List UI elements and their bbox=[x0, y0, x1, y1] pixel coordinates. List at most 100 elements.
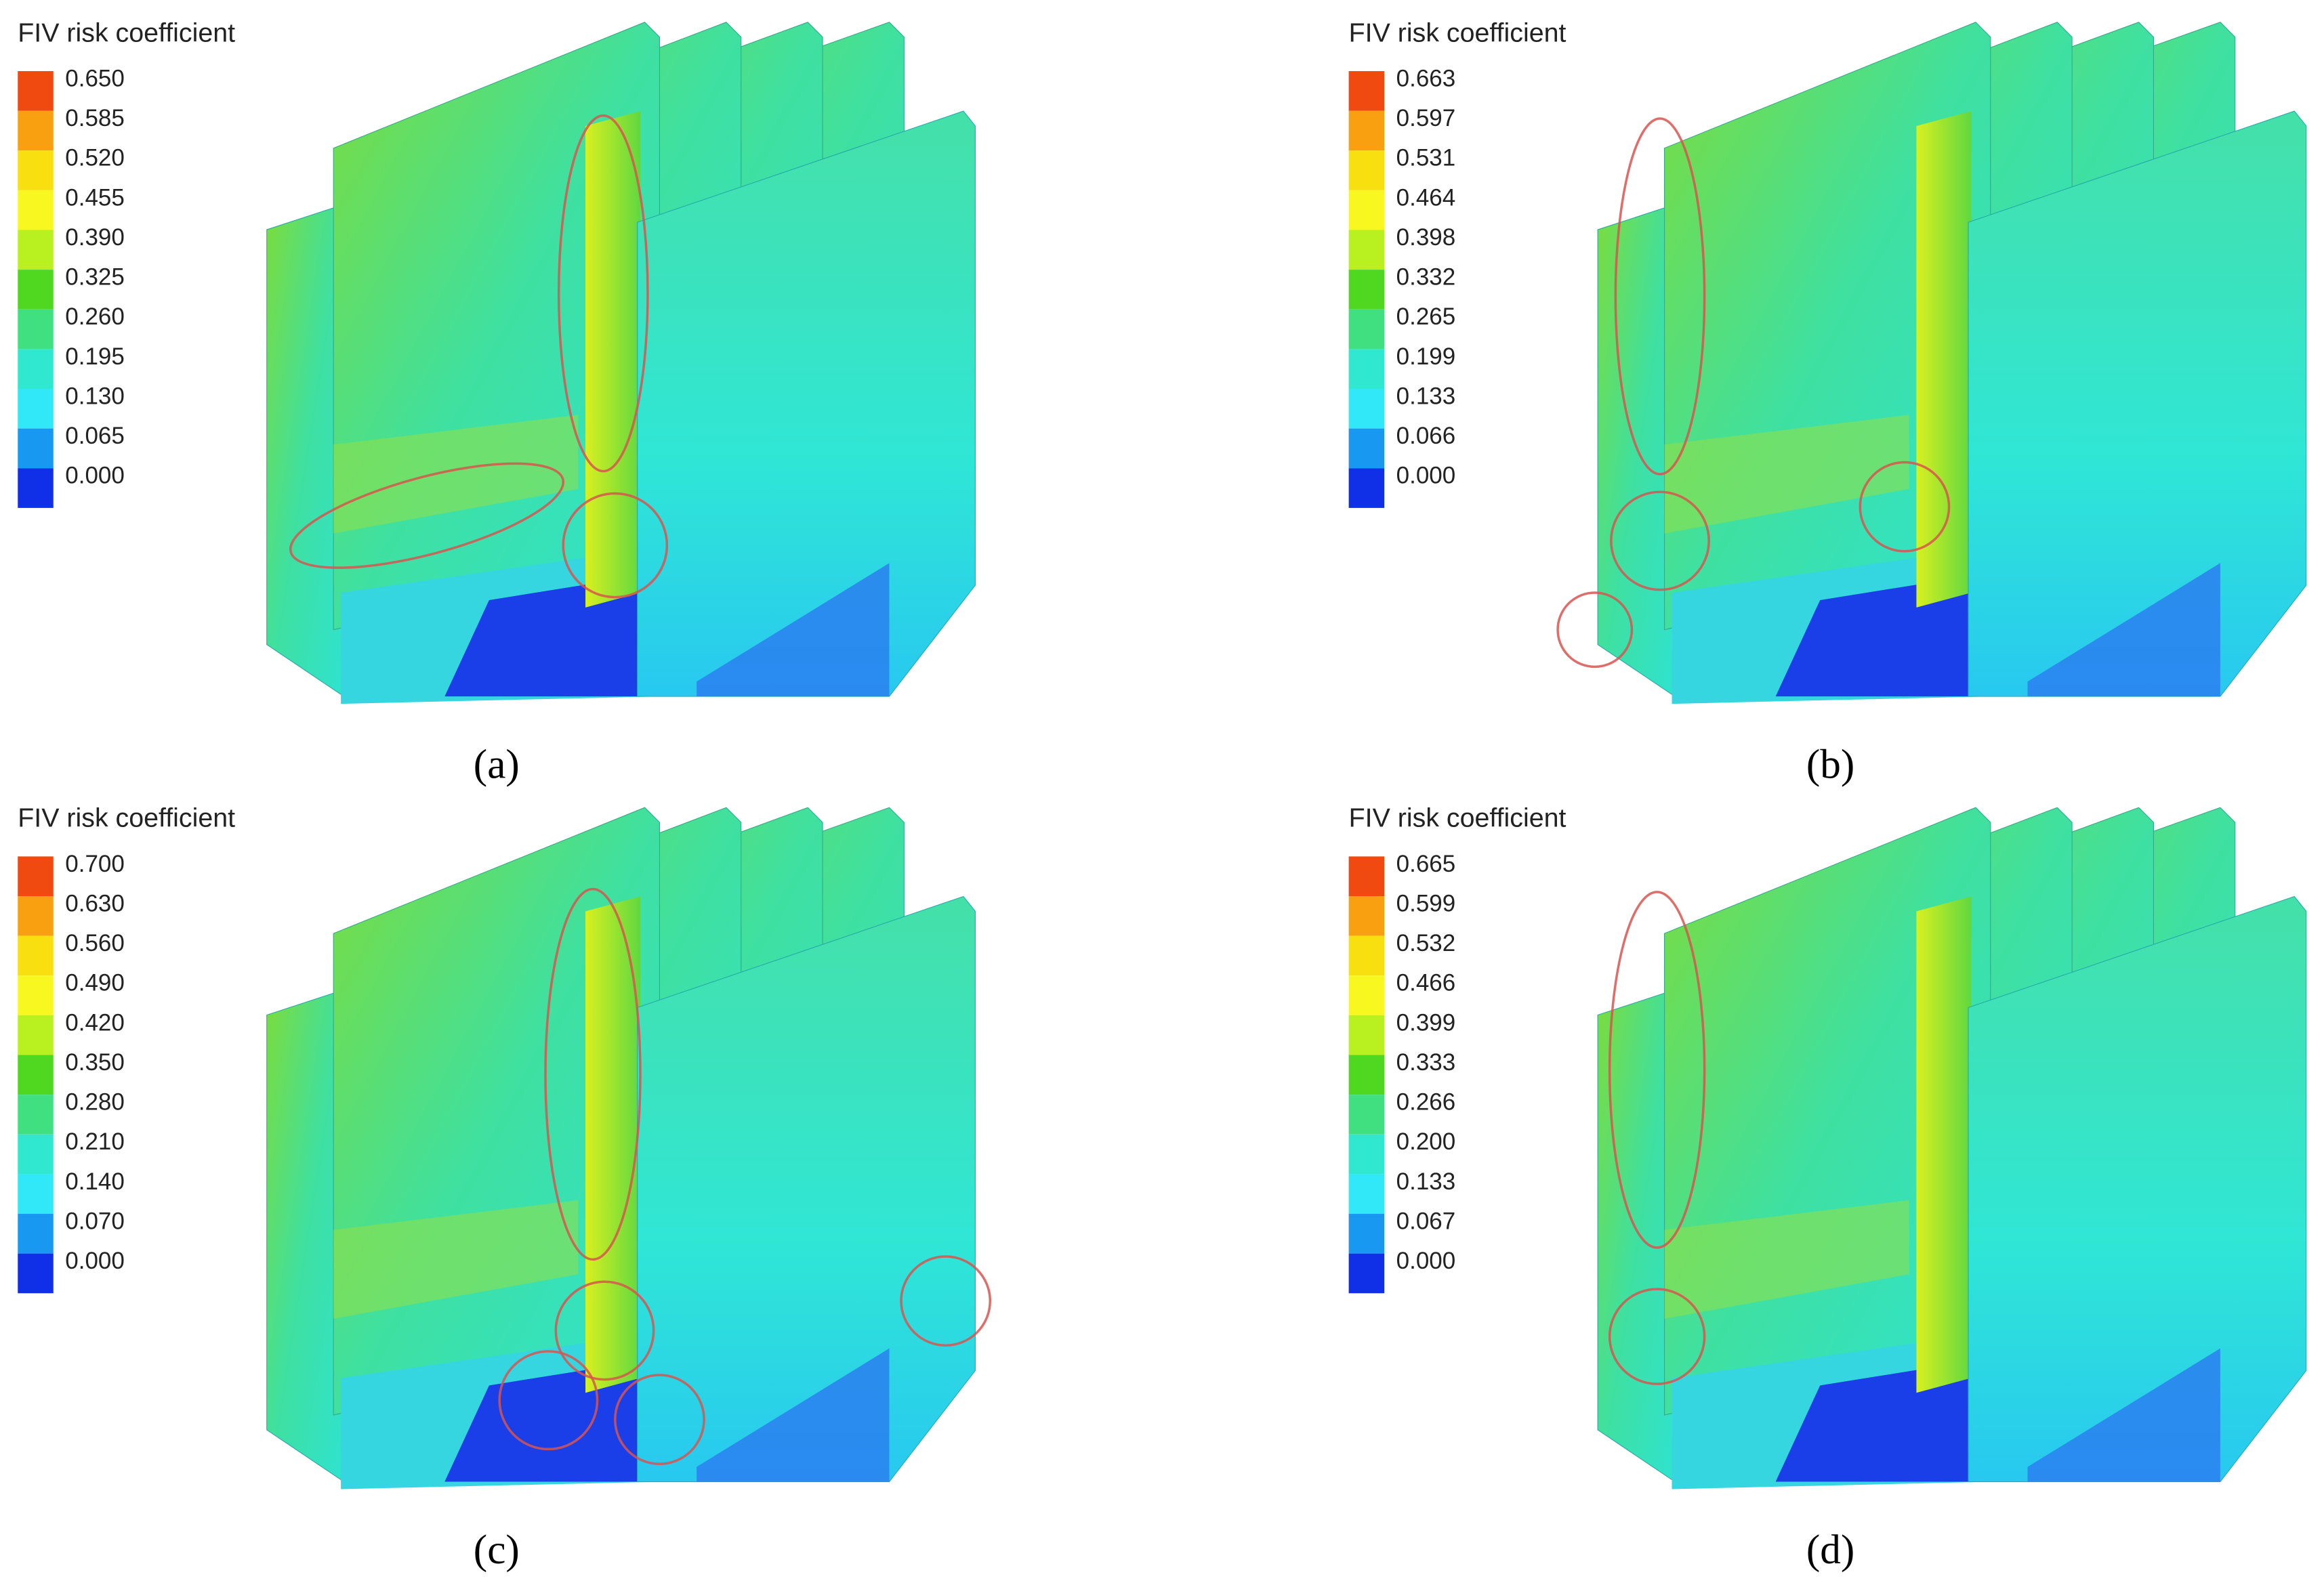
model-render bbox=[266, 21, 976, 705]
legend-swatch bbox=[18, 1214, 54, 1254]
legend-label: 0.531 bbox=[1396, 145, 1456, 171]
legend-label: 0.700 bbox=[65, 851, 125, 877]
legend-label: 0.070 bbox=[65, 1208, 125, 1234]
legend-label: 0.464 bbox=[1396, 184, 1456, 211]
highlight bbox=[289, 462, 565, 569]
legend-swatch bbox=[1348, 150, 1385, 190]
legend-label: 0.630 bbox=[65, 890, 125, 916]
model-render bbox=[1597, 807, 2307, 1490]
panel-d: FIV risk coefficient 0.665 0.599 0.532 0.466… bbox=[1348, 803, 2307, 1573]
legend-swatch bbox=[1348, 856, 1385, 897]
legend-label: 0.210 bbox=[65, 1128, 125, 1155]
legend-swatch bbox=[18, 349, 54, 389]
legend-swatch bbox=[18, 1015, 54, 1055]
panel-c: FIV risk coefficient 0.700 0.630 0.560 0.490… bbox=[18, 803, 991, 1573]
legend-label: 0.490 bbox=[65, 970, 125, 996]
legend-label: 0.000 bbox=[1396, 463, 1456, 489]
legend-swatch bbox=[1348, 468, 1385, 508]
legend-label: 0.520 bbox=[65, 145, 125, 171]
legend-swatch bbox=[18, 270, 54, 310]
legend-swatch bbox=[1348, 230, 1385, 270]
legend-label: 0.133 bbox=[1396, 1168, 1456, 1195]
legend-swatch bbox=[1348, 1015, 1385, 1055]
legend-swatch bbox=[18, 309, 54, 350]
highlight bbox=[614, 1374, 705, 1466]
highlight bbox=[1859, 461, 1951, 553]
highlight bbox=[900, 1255, 991, 1347]
legend-swatch bbox=[18, 190, 54, 230]
highlight bbox=[544, 887, 642, 1261]
legend-swatch bbox=[1348, 1214, 1385, 1254]
legend-swatch bbox=[18, 150, 54, 190]
legend-label: 0.399 bbox=[1396, 1009, 1456, 1036]
legend-swatch bbox=[18, 1055, 54, 1095]
legend-swatch bbox=[18, 1134, 54, 1175]
legend-swatch bbox=[1348, 71, 1385, 111]
legend-title: FIV risk coefficient bbox=[18, 18, 235, 47]
legend-label: 0.200 bbox=[1396, 1128, 1456, 1155]
legend-label: 0.067 bbox=[1396, 1208, 1456, 1234]
legend-swatch bbox=[18, 389, 54, 429]
legend-swatch bbox=[1348, 1253, 1385, 1294]
legend-label: 0.065 bbox=[65, 423, 125, 449]
panel-b: FIV risk coefficient 0.663 0.597 0.531 0.464… bbox=[1348, 18, 2307, 787]
legend-label: 0.650 bbox=[65, 65, 125, 91]
legend-label: 0.140 bbox=[65, 1168, 125, 1195]
legend-label: 0.000 bbox=[65, 463, 125, 489]
legend-swatch bbox=[18, 71, 54, 111]
legend-swatch bbox=[1348, 975, 1385, 1015]
legend-swatch bbox=[18, 428, 54, 469]
panel-a: FIV risk coefficient 0.650 0.585 0.520 0.455… bbox=[18, 18, 976, 787]
legend-swatch bbox=[18, 896, 54, 936]
legend-swatch bbox=[1348, 1095, 1385, 1135]
legend-swatch bbox=[18, 975, 54, 1015]
legend-label: 0.599 bbox=[1396, 890, 1456, 916]
model-render bbox=[266, 807, 976, 1490]
model-render bbox=[1597, 21, 2307, 705]
legend-label: 0.130 bbox=[65, 383, 125, 409]
legend-swatch bbox=[1348, 190, 1385, 230]
legend-label: 0.000 bbox=[1396, 1248, 1456, 1274]
legend-swatch bbox=[1348, 1134, 1385, 1175]
legend-swatch bbox=[18, 935, 54, 976]
legend-swatch bbox=[1348, 428, 1385, 469]
legend-swatch bbox=[18, 110, 54, 151]
legend-label: 0.195 bbox=[65, 343, 125, 370]
highlight bbox=[1610, 490, 1710, 591]
legend-label: 0.066 bbox=[1396, 423, 1456, 449]
legend-swatch bbox=[18, 1253, 54, 1294]
highlight bbox=[554, 1280, 655, 1381]
highlight bbox=[1608, 1288, 1706, 1385]
legend-label: 0.265 bbox=[1396, 303, 1456, 330]
caption: (c) bbox=[474, 1527, 520, 1573]
highlight bbox=[498, 1350, 599, 1451]
legend-swatch bbox=[1348, 896, 1385, 936]
legend-label: 0.133 bbox=[1396, 383, 1456, 409]
legend-label: 0.398 bbox=[1396, 224, 1456, 251]
legend-label: 0.663 bbox=[1396, 65, 1456, 91]
legend-label: 0.332 bbox=[1396, 264, 1456, 291]
highlight bbox=[562, 492, 669, 599]
highlight bbox=[1556, 591, 1634, 669]
legend-label: 0.585 bbox=[65, 105, 125, 131]
caption: (a) bbox=[474, 741, 520, 787]
legend-label: 0.466 bbox=[1396, 970, 1456, 996]
legend-swatch bbox=[1348, 309, 1385, 350]
legend-label: 0.333 bbox=[1396, 1049, 1456, 1076]
legend-swatch bbox=[1348, 270, 1385, 310]
caption: (d) bbox=[1806, 1527, 1854, 1573]
legend-swatch bbox=[18, 1095, 54, 1135]
legend-label: 0.199 bbox=[1396, 343, 1456, 370]
legend-label: 0.260 bbox=[65, 303, 125, 330]
legend-label: 0.455 bbox=[65, 184, 125, 211]
legend-label: 0.350 bbox=[65, 1049, 125, 1076]
legend-swatch bbox=[1348, 935, 1385, 976]
legend-title: FIV risk coefficient bbox=[1349, 803, 1566, 833]
legend-swatch bbox=[1348, 349, 1385, 389]
legend-label: 0.000 bbox=[65, 1248, 125, 1274]
legend-label: 0.597 bbox=[1396, 105, 1456, 131]
legend-swatch bbox=[18, 1174, 54, 1214]
legend-swatch bbox=[18, 230, 54, 270]
